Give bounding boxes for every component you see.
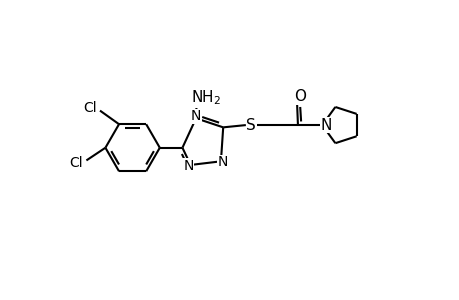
Text: NH$_2$: NH$_2$ [190, 88, 221, 107]
Text: Cl: Cl [69, 156, 83, 170]
Text: N: N [218, 155, 228, 169]
Text: N: N [190, 110, 201, 124]
Text: O: O [294, 89, 306, 104]
Text: S: S [246, 118, 256, 133]
Text: Cl: Cl [83, 101, 97, 115]
Text: N: N [183, 159, 193, 173]
Text: N: N [319, 118, 331, 133]
